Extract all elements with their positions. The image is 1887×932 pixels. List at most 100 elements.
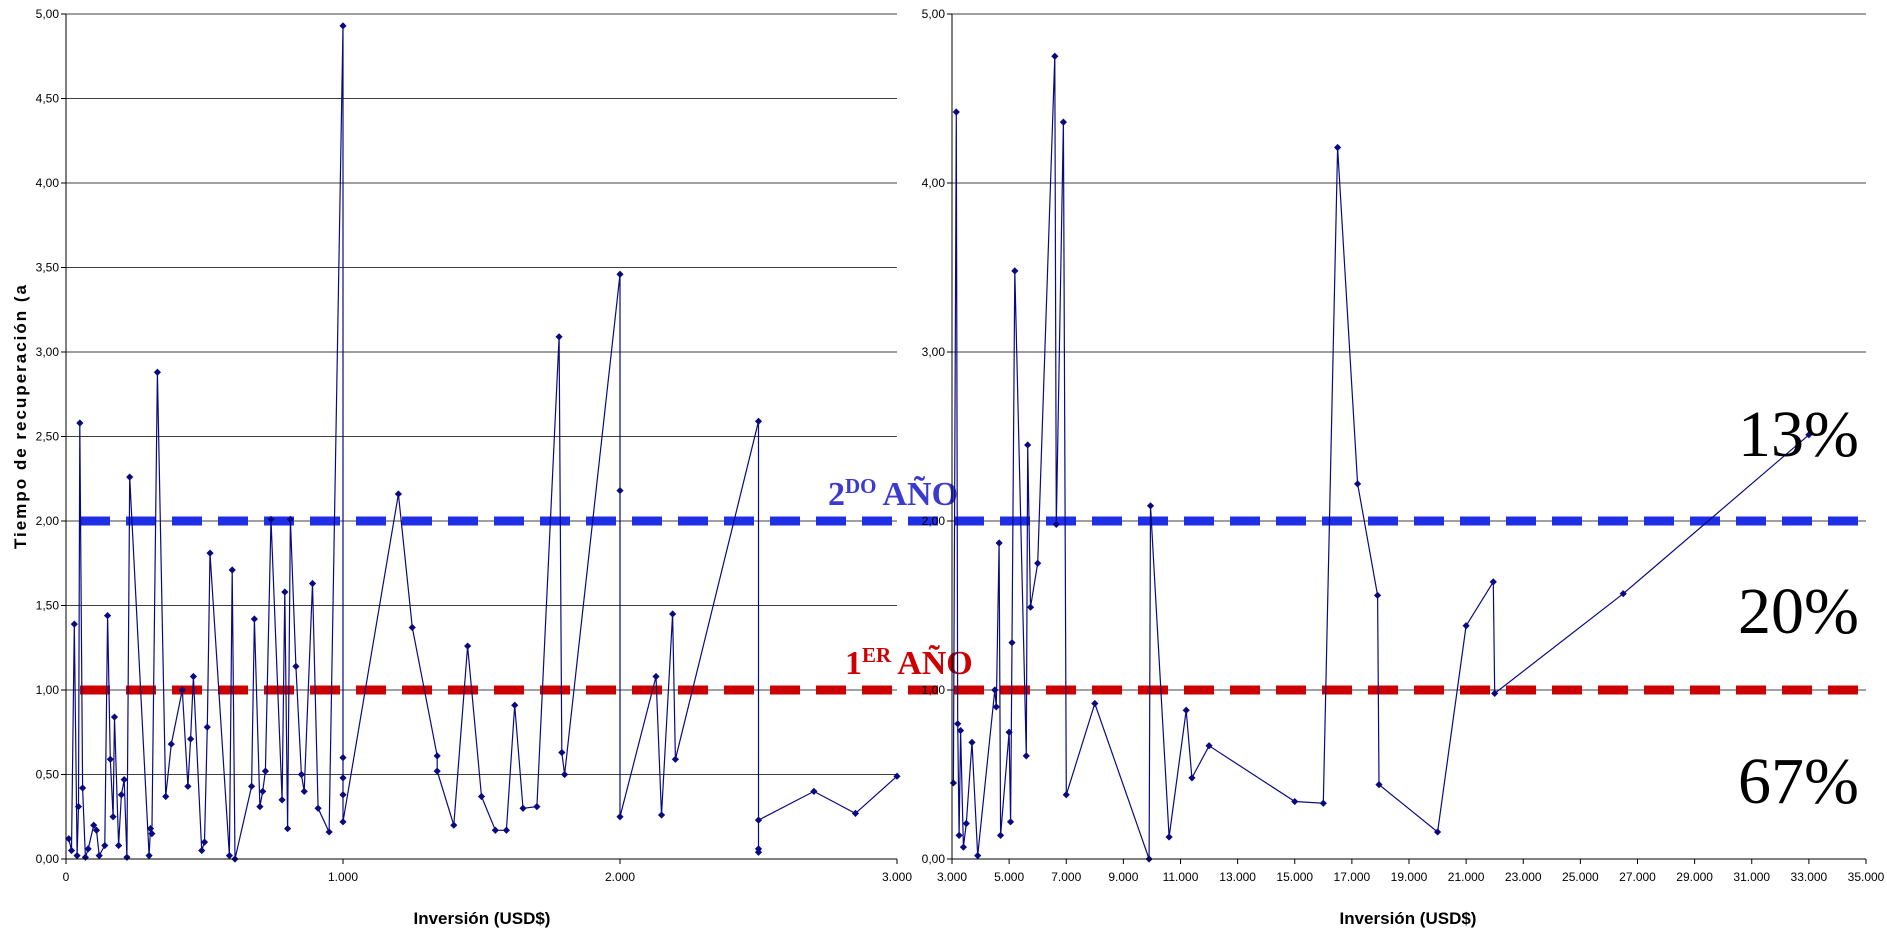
data-point <box>995 539 1003 547</box>
data-point <box>126 473 134 481</box>
data-point <box>433 767 441 775</box>
data-point <box>146 824 155 833</box>
data-point <box>189 672 198 681</box>
y-tick-label: 1,50 <box>36 599 60 613</box>
data-point <box>339 791 347 799</box>
data-point <box>555 333 563 341</box>
data-point <box>754 816 763 824</box>
data-point <box>810 787 818 795</box>
data-point <box>1619 590 1627 598</box>
data-point <box>1491 689 1499 697</box>
data-point <box>1205 742 1213 750</box>
data-point <box>1291 797 1299 806</box>
data-point <box>992 703 1000 711</box>
data-point <box>101 841 109 850</box>
y-tick-label: 3,00 <box>922 345 946 359</box>
data-point <box>286 515 294 523</box>
data-point <box>1319 799 1327 807</box>
data-point <box>991 686 999 694</box>
x-tick-label: 21.000 <box>1448 870 1485 884</box>
data-point <box>74 803 83 811</box>
data-point <box>297 770 306 779</box>
data-point <box>259 787 267 795</box>
data-point <box>616 813 624 821</box>
data-point <box>754 417 763 425</box>
data-point <box>120 775 128 784</box>
data-point <box>184 782 192 790</box>
data-point <box>671 755 679 763</box>
data-point <box>949 779 958 787</box>
data-point <box>267 515 275 523</box>
x-axis-title-right: Inversión (USD$) <box>1340 909 1477 928</box>
data-point <box>1005 728 1013 736</box>
data-point <box>616 270 624 278</box>
y-tick-label: 0,50 <box>36 768 60 782</box>
data-point <box>162 792 170 801</box>
series-layer <box>65 22 1813 863</box>
series-line <box>68 25 898 860</box>
x-tick-label: 0 <box>63 870 70 884</box>
threshold-label-2: 1ER AÑO <box>845 643 973 682</box>
data-point <box>178 686 186 694</box>
data-point <box>115 841 123 850</box>
data-point <box>955 831 963 839</box>
data-point <box>76 419 84 427</box>
data-point <box>1026 603 1035 611</box>
data-point <box>1051 52 1059 60</box>
data-point <box>956 726 965 735</box>
data-point <box>1034 559 1042 567</box>
y-tick-label: 3,50 <box>36 261 60 275</box>
y-tick-label: 4,00 <box>36 176 60 190</box>
data-point <box>1489 578 1497 586</box>
data-point <box>325 828 333 836</box>
y-tick-label: 0,00 <box>36 852 60 866</box>
data-point <box>968 738 976 746</box>
y-tick-label: 4,00 <box>922 176 946 190</box>
data-point <box>65 835 73 843</box>
x-tick-label: 3.000 <box>882 870 912 884</box>
data-point <box>1353 480 1362 488</box>
x-tick-label: 27.000 <box>1619 870 1656 884</box>
data-point <box>339 774 347 782</box>
y-tick-label: 1,00 <box>922 683 946 697</box>
data-point <box>1091 699 1099 708</box>
data-point <box>1182 706 1190 714</box>
data-point <box>84 845 92 853</box>
data-point <box>464 642 472 650</box>
y-tick-label: 5,00 <box>922 7 946 21</box>
data-point <box>657 811 666 819</box>
y-tick-label: 5,00 <box>36 7 60 21</box>
data-point <box>339 22 347 30</box>
y-axis-title: Tiempo de recuperación (a <box>11 283 30 549</box>
data-point <box>117 791 125 799</box>
y-tick-label: 2,00 <box>922 514 946 528</box>
data-point <box>1165 833 1173 841</box>
data-point <box>1333 143 1342 152</box>
x-tick-label: 1.000 <box>328 870 358 884</box>
data-point <box>1006 818 1015 826</box>
data-point <box>652 672 660 681</box>
x-tick-label: 25.000 <box>1562 870 1599 884</box>
data-point <box>167 740 175 748</box>
data-point <box>1805 431 1813 439</box>
data-point <box>962 819 970 828</box>
y-tick-label: 2,50 <box>36 430 60 444</box>
x-tick-label: 33.000 <box>1791 870 1828 884</box>
data-point <box>433 752 441 760</box>
data-point <box>308 579 317 588</box>
data-point <box>203 723 211 731</box>
x-tick-label: 31.000 <box>1733 870 1770 884</box>
data-point <box>669 610 677 618</box>
data-point <box>145 852 153 860</box>
data-point <box>284 824 292 833</box>
data-point <box>754 848 763 856</box>
x-tick-label: 19.000 <box>1391 870 1428 884</box>
data-point <box>1375 781 1383 789</box>
data-point <box>558 748 566 757</box>
data-point <box>67 846 76 855</box>
data-point <box>148 830 156 838</box>
axis-layer: 0,00 0,50 1,00 1,50 2,00 2,50 3,00 3,50 4,00 4,50… <box>36 7 1885 884</box>
data-point <box>491 826 499 834</box>
percentage-label-middle: 20% <box>1738 575 1859 648</box>
data-point <box>225 852 234 860</box>
